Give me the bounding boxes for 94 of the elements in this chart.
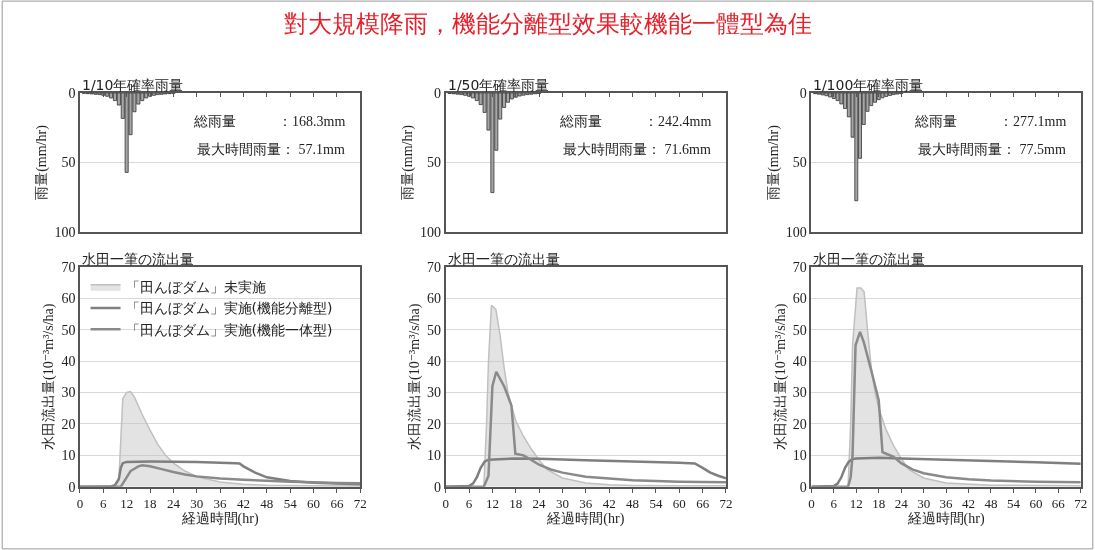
y-tick-label: 20 xyxy=(61,416,76,432)
y-tick-label: 20 xyxy=(792,416,807,432)
chart-title: 1/100年確率雨量 xyxy=(813,77,924,93)
chart-title: 水田一筆の流出量 xyxy=(813,251,925,267)
y-tick-label: 50 xyxy=(427,322,442,338)
x-tick-label: 54 xyxy=(1006,496,1021,512)
y-tick-label: 20 xyxy=(427,416,442,432)
legend-label: 「田んぼダム」未実施 xyxy=(125,279,266,296)
x-tick-label: 12 xyxy=(485,496,499,512)
y-axis-title: 雨量(mm/hr) xyxy=(400,124,417,200)
x-tick-label: 48 xyxy=(984,496,998,512)
x-tick-label: 36 xyxy=(213,496,228,512)
annotation: 最大時間雨量： 57.1mm xyxy=(197,142,345,157)
y-axis-title: 雨量(mm/hr) xyxy=(765,124,782,200)
x-tick-label: 18 xyxy=(872,496,886,512)
x-tick-label: 6 xyxy=(830,496,838,512)
y-axis-title: 水田流出量(10⁻³m³/s/ha) xyxy=(41,303,58,450)
x-tick-label: 66 xyxy=(330,496,344,512)
chart-title: 水田一筆の流出量 xyxy=(448,251,560,267)
y-tick-label: 30 xyxy=(427,385,442,401)
y-tick-label: 30 xyxy=(61,385,76,401)
chart-title: 水田一筆の流出量 xyxy=(82,251,194,267)
y-tick-label: 60 xyxy=(427,291,442,307)
x-tick-label: 54 xyxy=(283,496,298,512)
x-tick-label: 72 xyxy=(719,496,733,512)
annotation: 最大時間雨量： 71.6mm xyxy=(563,142,711,157)
x-tick-label: 72 xyxy=(353,496,367,512)
x-tick-label: 18 xyxy=(509,496,523,512)
y-tick-label: 70 xyxy=(427,259,442,275)
legend-label: 「田んぼダム」実施(機能一体型) xyxy=(125,321,333,338)
y-tick-label: 60 xyxy=(61,291,76,307)
x-tick-label: 48 xyxy=(260,496,274,512)
x-tick-label: 30 xyxy=(917,496,931,512)
y-tick-label: 0 xyxy=(434,479,442,495)
y-tick-label: 30 xyxy=(792,385,807,401)
x-tick-label: 6 xyxy=(100,496,108,512)
y-tick-label: 50 xyxy=(427,155,442,171)
y-tick-label: 50 xyxy=(792,155,807,171)
x-tick-label: 42 xyxy=(962,496,976,512)
x-tick-label: 24 xyxy=(894,496,909,512)
x-axis-title: 経過時間(hr) xyxy=(180,511,259,528)
x-tick-label: 12 xyxy=(120,496,134,512)
annotation: 総雨量 ：242.4mm xyxy=(559,114,712,129)
x-axis-title: 経過時間(hr) xyxy=(546,511,625,528)
text: 對大規模降雨，機能分離型效果較機能一體型為佳 xyxy=(284,10,812,38)
x-tick-label: 36 xyxy=(579,496,593,512)
y-tick-label: 0 xyxy=(799,479,807,495)
x-tick-label: 66 xyxy=(1051,496,1066,512)
x-tick-label: 6 xyxy=(465,496,473,512)
x-tick-label: 12 xyxy=(849,496,863,512)
x-tick-label: 42 xyxy=(602,496,616,512)
annotation: 総雨量 ：168.3mm xyxy=(193,114,346,129)
legend-label: 「田んぼダム」実施(機能分離型) xyxy=(125,300,333,317)
y-tick-label: 0 xyxy=(68,479,76,495)
annotation: 最大時間雨量： 77.5mm xyxy=(918,142,1066,157)
y-tick-label: 50 xyxy=(61,322,76,338)
y-axis-title: 水田流出量(10⁻³m³/s/ha) xyxy=(407,303,424,450)
y-tick-label: 0 xyxy=(68,85,76,101)
x-axis-title: 経過時間(hr) xyxy=(906,511,985,528)
y-tick-label: 0 xyxy=(434,85,442,101)
y-tick-label: 0 xyxy=(799,85,807,101)
x-tick-label: 30 xyxy=(555,496,569,512)
y-tick-label: 100 xyxy=(54,225,76,240)
y-tick-label: 10 xyxy=(792,448,807,464)
y-axis-title: 水田流出量(10⁻³m³/s/ha) xyxy=(772,303,789,450)
y-tick-label: 40 xyxy=(427,353,442,369)
y-tick-label: 50 xyxy=(61,155,76,171)
x-tick-label: 42 xyxy=(236,496,250,512)
x-tick-label: 24 xyxy=(166,496,181,512)
y-tick-label: 100 xyxy=(785,225,807,240)
x-tick-label: 54 xyxy=(649,496,663,512)
x-tick-label: 36 xyxy=(939,496,954,512)
x-tick-label: 48 xyxy=(626,496,640,512)
y-tick-label: 40 xyxy=(792,353,807,369)
x-tick-label: 60 xyxy=(307,496,321,512)
y-tick-label: 40 xyxy=(61,353,76,369)
x-tick-label: 30 xyxy=(190,496,204,512)
y-tick-label: 100 xyxy=(420,225,442,240)
x-tick-label: 60 xyxy=(672,496,686,512)
y-axis-title: 雨量(mm/hr) xyxy=(34,124,51,200)
chart-title: 1/10年確率雨量 xyxy=(82,77,184,93)
x-tick-label: 24 xyxy=(532,496,547,512)
y-tick-label: 60 xyxy=(792,291,807,307)
annotation: 総雨量 ：277.1mm xyxy=(914,114,1067,129)
y-tick-label: 70 xyxy=(792,259,807,275)
x-tick-label: 66 xyxy=(696,496,710,512)
y-tick-label: 70 xyxy=(61,259,76,275)
x-tick-label: 60 xyxy=(1029,496,1043,512)
chart-title: 1/50年確率雨量 xyxy=(448,77,550,93)
x-tick-label: 18 xyxy=(143,496,157,512)
y-tick-label: 10 xyxy=(61,448,76,464)
y-tick-label: 10 xyxy=(427,448,442,464)
y-tick-label: 50 xyxy=(792,322,807,338)
x-tick-label: 72 xyxy=(1074,496,1088,512)
